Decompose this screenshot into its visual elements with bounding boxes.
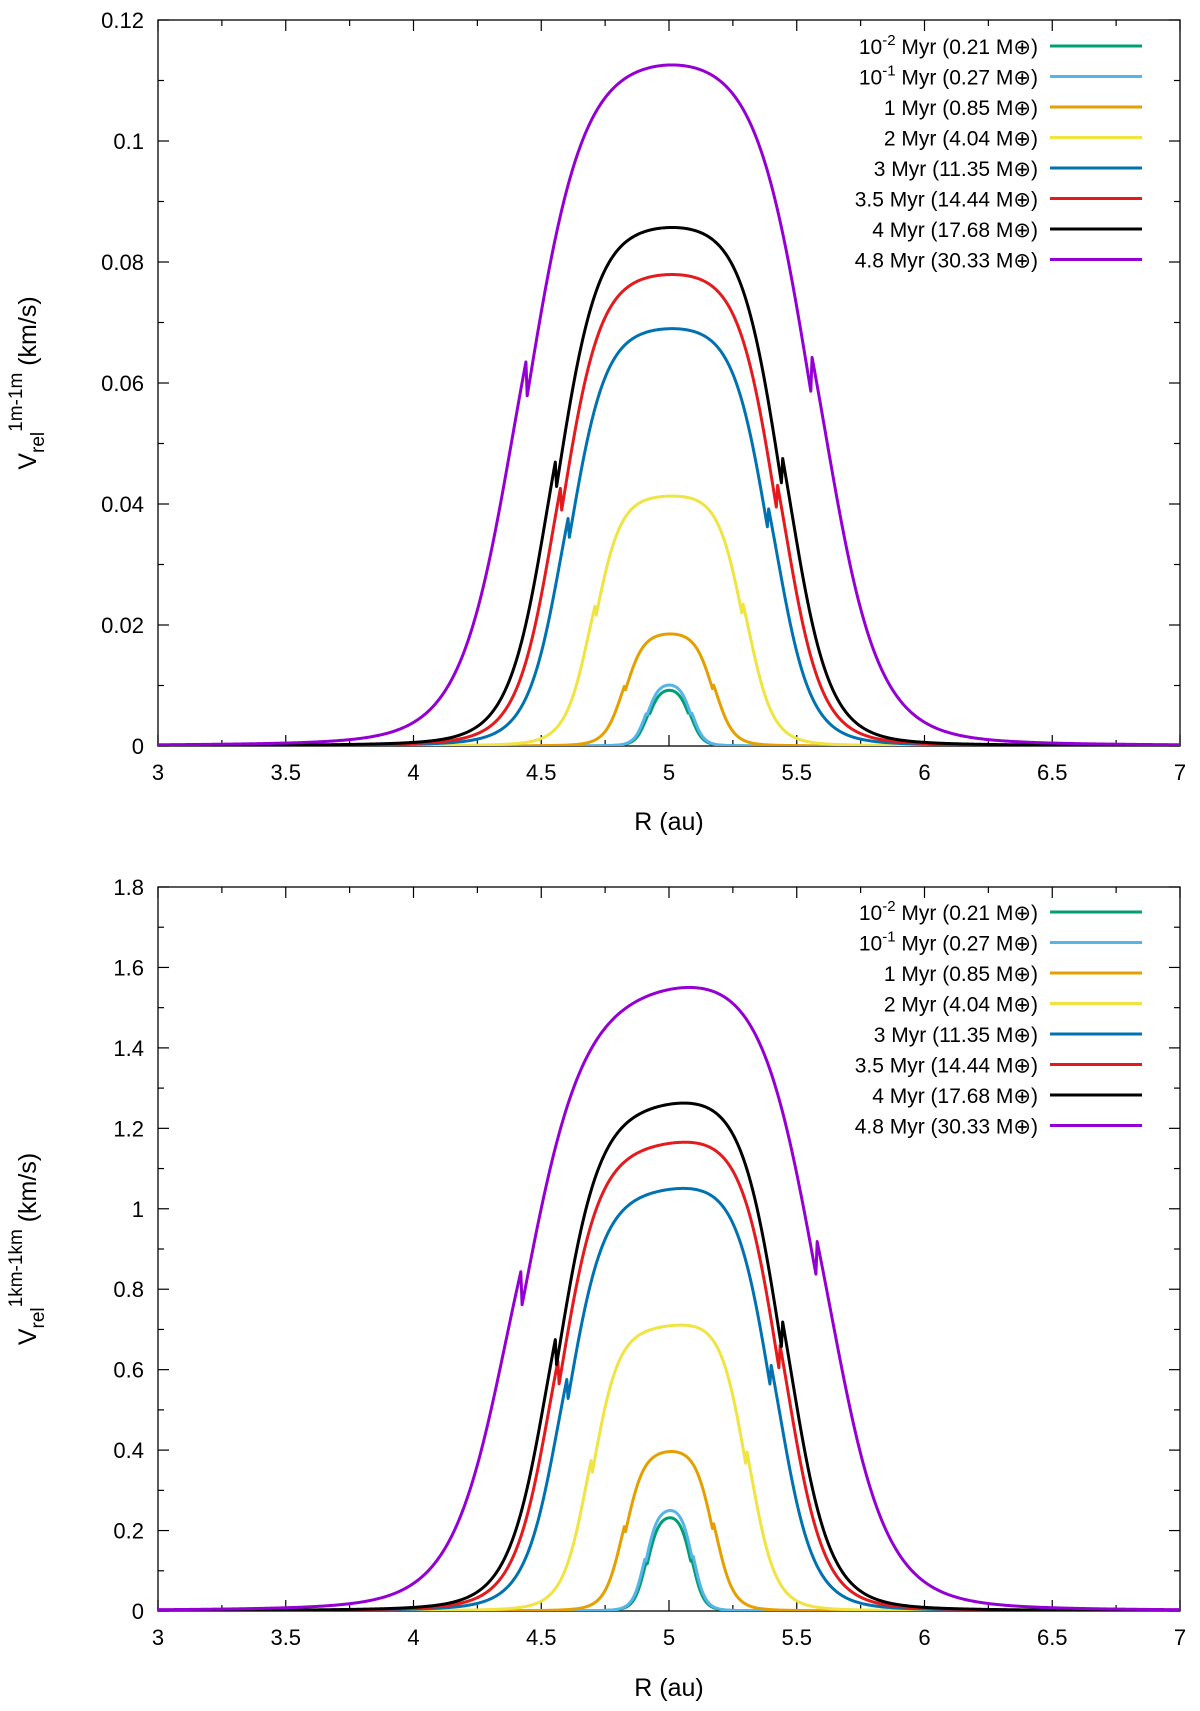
series-line-6 <box>158 1101 1180 1611</box>
series-line-7 <box>158 985 1180 1611</box>
legend-rest: Myr (0.21 M⊕) <box>896 902 1038 925</box>
series-line-2 <box>158 1450 1180 1611</box>
x-tick-label: 4.5 <box>526 1625 557 1650</box>
y-axis-title: Vrel1m-1m (km/s) <box>6 296 49 469</box>
y-tick-label: 0.2 <box>113 1519 144 1544</box>
legend-rest: Myr (0.27 M⊕) <box>896 67 1038 90</box>
x-tick-label: 5.5 <box>781 760 812 785</box>
series-line-4 <box>158 327 1180 746</box>
y-tick-label: 0 <box>132 734 144 759</box>
x-tick-label: 3 <box>152 1625 164 1650</box>
y-axis-title-sub: rel <box>28 1307 49 1328</box>
legend-base: 10 <box>859 933 882 956</box>
y-tick-label: 0.6 <box>113 1358 144 1383</box>
x-tick-label: 5 <box>663 760 675 785</box>
y-tick-label: 0.04 <box>101 492 144 517</box>
series-line-3 <box>158 1323 1180 1611</box>
x-tick-label: 3 <box>152 760 164 785</box>
x-tick-label: 4 <box>407 1625 419 1650</box>
legend-label-1: 10-1 Myr (0.27 M⊕) <box>859 929 1038 956</box>
series-line-6 <box>158 225 1180 746</box>
legend-label-7: 4.8 Myr (30.33 M⊕) <box>855 250 1038 273</box>
x-tick-label: 6 <box>918 760 930 785</box>
x-tick-label: 7 <box>1174 1625 1186 1650</box>
series-line-1 <box>158 1509 1180 1611</box>
y-tick-label: 0.08 <box>101 250 144 275</box>
x-tick-label: 4 <box>407 760 419 785</box>
legend-label-0: 10-2 Myr (0.21 M⊕) <box>859 898 1038 925</box>
y-tick-label: 1.6 <box>113 955 144 980</box>
x-tick-label: 6 <box>918 1625 930 1650</box>
chart-top-1m-1m: 3 3.5 4 4.5 5 5.5 6 6.5 7 0 0.02 0.04 0.06 0.08 0.1 0.1… <box>6 8 1186 836</box>
legend-label-5: 3.5 Myr (14.44 M⊕) <box>855 189 1038 212</box>
legend-base: 10 <box>859 902 882 925</box>
legend-label-3: 2 Myr (4.04 M⊕) <box>884 128 1038 151</box>
x-tick-label: 5 <box>663 1625 675 1650</box>
y-axis-title-sub: rel <box>28 432 49 453</box>
legend-label-0: 10-2 Myr (0.21 M⊕) <box>859 32 1038 59</box>
x-axis-title: R (au) <box>634 808 703 836</box>
y-axis-title-base: V <box>14 1328 42 1345</box>
legend-sup: -1 <box>882 63 895 80</box>
x-tick-label: 5.5 <box>781 1625 812 1650</box>
legend-label-6: 4 Myr (17.68 M⊕) <box>872 1085 1038 1108</box>
x-tick-label: 6.5 <box>1037 1625 1068 1650</box>
y-axis-title-group: Vrel1m-1m (km/s) <box>6 296 49 469</box>
legend-label-7: 4.8 Myr (30.33 M⊕) <box>855 1116 1038 1139</box>
legend-label-3: 2 Myr (4.04 M⊕) <box>884 994 1038 1017</box>
x-tick-label: 4.5 <box>526 760 557 785</box>
legend-label-2: 1 Myr (0.85 M⊕) <box>884 963 1038 986</box>
y-tick-label: 0.1 <box>113 129 144 154</box>
legend-label-4: 3 Myr (11.35 M⊕) <box>874 158 1038 181</box>
x-tick-label: 3.5 <box>270 760 301 785</box>
series-line-4 <box>158 1186 1180 1611</box>
y-tick-label: 1.8 <box>113 875 144 900</box>
y-tick-label: 0.12 <box>101 8 144 33</box>
series-line-3 <box>158 494 1180 746</box>
y-axis-title-sup: 1km-1km <box>6 1229 27 1307</box>
y-axis-title: Vrel1km-1km (km/s) <box>6 1153 49 1345</box>
y-axis-title-base: V <box>14 453 42 470</box>
legend-label-6: 4 Myr (17.68 M⊕) <box>872 219 1038 242</box>
legend-label-5: 3.5 Myr (14.44 M⊕) <box>855 1055 1038 1078</box>
legend-sup: -1 <box>882 929 895 946</box>
legend-base: 10 <box>859 67 882 90</box>
legend-rest: Myr (0.27 M⊕) <box>896 933 1038 956</box>
legend-label-2: 1 Myr (0.85 M⊕) <box>884 97 1038 120</box>
y-axis-title-group: Vrel1km-1km (km/s) <box>6 1153 49 1345</box>
x-tick-label: 7 <box>1174 760 1186 785</box>
legend-sup: -2 <box>882 898 895 915</box>
legend-rest: Myr (0.21 M⊕) <box>896 36 1038 59</box>
legend-base: 10 <box>859 36 882 59</box>
x-tick-label: 6.5 <box>1037 760 1068 785</box>
legend-label-4: 3 Myr (11.35 M⊕) <box>874 1024 1038 1047</box>
legend-sup: -2 <box>882 32 895 49</box>
series-line-0 <box>158 1516 1180 1611</box>
legend-label-1: 10-1 Myr (0.27 M⊕) <box>859 63 1038 90</box>
series-line-5 <box>158 1140 1180 1611</box>
series-line-7 <box>158 63 1180 746</box>
y-tick-label: 0 <box>132 1599 144 1624</box>
y-tick-label: 1.2 <box>113 1116 144 1141</box>
y-axis-title-sup: 1m-1m <box>6 373 27 432</box>
series-group <box>158 985 1180 1611</box>
y-tick-label: 1 <box>132 1197 144 1222</box>
y-tick-label: 0.8 <box>113 1277 144 1302</box>
chart-bottom-1km-1km: 3 3.5 4 4.5 5 5.5 6 6.5 7 0 0.2 0.4 0.6 0.8 1 1.2 1.4 1.6… <box>6 875 1186 1702</box>
x-axis-title: R (au) <box>634 1674 703 1702</box>
series-line-5 <box>158 273 1180 746</box>
y-tick-label: 0.06 <box>101 371 144 396</box>
y-tick-label: 1.4 <box>113 1036 144 1061</box>
x-tick-label: 3.5 <box>270 1625 301 1650</box>
y-tick-label: 0.02 <box>101 613 144 638</box>
series-group <box>158 63 1180 746</box>
y-axis-title-unit: (km/s) <box>14 1153 42 1229</box>
y-axis-title-unit: (km/s) <box>14 296 42 372</box>
y-tick-label: 0.4 <box>113 1438 144 1463</box>
